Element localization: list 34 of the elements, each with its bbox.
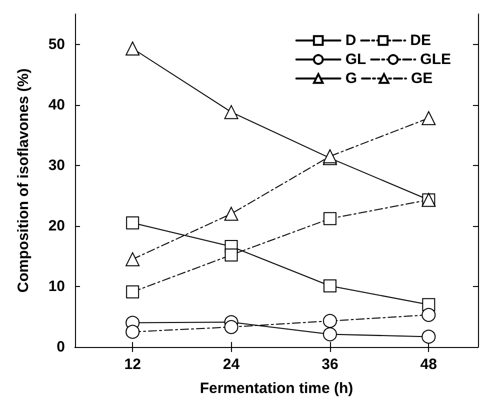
y-tick-label: 50 xyxy=(48,36,65,53)
legend-label: GLE xyxy=(420,51,452,68)
y-axis-title: Composition of isoflavones (%) xyxy=(15,68,32,293)
legend-label: GL xyxy=(345,51,366,68)
x-tick-label: 24 xyxy=(222,356,240,373)
point xyxy=(322,327,337,342)
x-tick-label: 48 xyxy=(420,356,437,373)
y-tick-label: 20 xyxy=(48,217,65,234)
x-tick-label: 36 xyxy=(322,356,338,373)
point xyxy=(126,324,140,339)
point xyxy=(422,330,436,344)
point xyxy=(323,279,336,292)
point xyxy=(224,320,238,334)
x-axis-title: Fermentation time (h) xyxy=(200,380,354,397)
point xyxy=(322,314,337,328)
legend-label: G xyxy=(345,70,358,87)
point xyxy=(126,42,140,56)
point xyxy=(126,216,140,230)
y-tick-label: 40 xyxy=(48,96,65,114)
point xyxy=(224,105,238,120)
y-tick-label: 30 xyxy=(48,156,65,174)
point xyxy=(224,248,238,262)
x-tick-label: 12 xyxy=(124,356,141,373)
legend-label: DE xyxy=(410,32,432,49)
point xyxy=(126,252,140,266)
legend-label: GE xyxy=(411,70,433,87)
point xyxy=(126,285,140,298)
point xyxy=(224,206,238,221)
y-tick-label: 0 xyxy=(56,338,65,356)
point xyxy=(422,111,436,126)
y-tick-label: 10 xyxy=(48,278,65,295)
legend-label: D xyxy=(345,32,356,49)
point xyxy=(323,212,336,226)
point xyxy=(422,308,436,322)
